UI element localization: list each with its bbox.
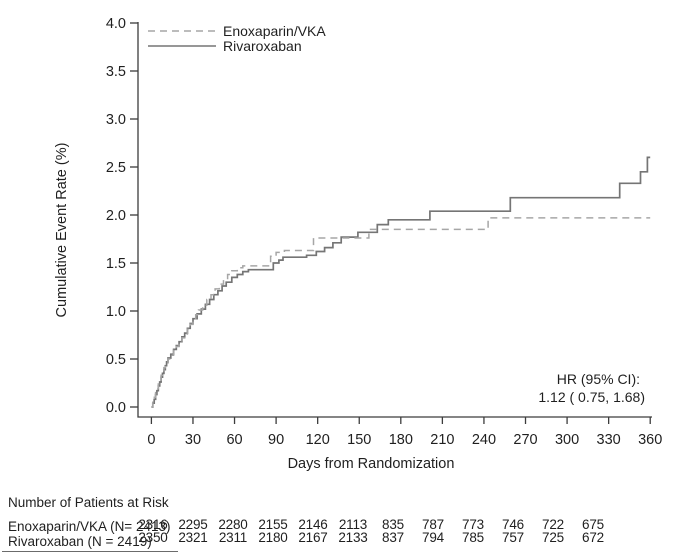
risk-value: 835 [382, 517, 404, 532]
risk-value: 2155 [258, 517, 287, 532]
hr-annotation-line1: HR (95% CI): [557, 371, 640, 387]
risk-value: 746 [502, 517, 524, 532]
y-axis-title: Cumulative Event Rate (%) [54, 143, 70, 318]
x-tick-label: 180 [389, 432, 413, 448]
risk-table-title: Number of Patients at Risk [8, 495, 169, 510]
x-tick-label: 0 [147, 432, 155, 448]
x-tick-label: 240 [472, 432, 496, 448]
x-tick-label: 120 [306, 432, 330, 448]
y-tick-label: 2.0 [106, 208, 126, 224]
risk-value: 2146 [298, 517, 327, 532]
risk-value: 672 [582, 530, 604, 545]
risk-value: 2180 [258, 530, 287, 545]
risk-value: 2133 [338, 530, 367, 545]
x-tick-label: 330 [597, 432, 621, 448]
risk-value: 785 [462, 530, 484, 545]
y-tick-label: 0.5 [106, 352, 126, 368]
y-tick-label: 3.5 [106, 64, 126, 80]
x-tick-label: 60 [226, 432, 242, 448]
risk-value: 757 [502, 530, 524, 545]
risk-value: 787 [422, 517, 444, 532]
y-tick-label: 1.5 [106, 256, 126, 272]
risk-value: 2167 [298, 530, 327, 545]
hr-annotation-line2: 1.12 ( 0.75, 1.68) [538, 389, 645, 405]
risk-value: 725 [542, 530, 564, 545]
curve-rivaroxaban [151, 156, 651, 408]
y-tick-label: 4.0 [106, 16, 126, 32]
x-tick-label: 300 [555, 432, 579, 448]
risk-value: 722 [542, 517, 564, 532]
survival-curves [151, 156, 651, 408]
risk-value: 794 [422, 530, 445, 545]
risk-value: 2280 [218, 517, 247, 532]
risk-row-label-rivaroxaban: Rivaroxaban (N = 2419) [8, 534, 152, 549]
risk-value: 773 [462, 517, 484, 532]
x-tick-label: 210 [430, 432, 454, 448]
legend-label-rivaroxaban: Rivaroxaban [223, 38, 302, 54]
risk-value: 2113 [339, 517, 367, 532]
legend: Enoxaparin/VKA Rivaroxaban [148, 23, 326, 54]
x-tick-label: 90 [268, 432, 284, 448]
risk-value: 2321 [178, 530, 207, 545]
risk-value: 2295 [178, 517, 207, 532]
y-tick-label: 1.0 [106, 304, 126, 320]
axis-lines [137, 22, 652, 418]
y-tick-label: 3.0 [106, 112, 126, 128]
x-tick-label: 150 [347, 432, 371, 448]
risk-row-label-enoxaparin: Enoxaparin/VKA (N= 2413) [8, 519, 170, 534]
x-tick-label: 270 [513, 432, 537, 448]
y-tick-label: 2.5 [106, 160, 126, 176]
legend-label-enoxaparin: Enoxaparin/VKA [223, 23, 326, 39]
risk-value: 2350 [138, 530, 167, 545]
y-tick-label: 0.0 [106, 400, 126, 416]
risk-value: 675 [582, 517, 604, 532]
axes: 0.0 0.5 1.0 1.5 2.0 2.5 3.0 3.5 4.0 0 30 60 90 120 150… [106, 16, 662, 448]
risk-value: 2311 [219, 530, 247, 545]
x-axis-title: Days from Randomization [288, 456, 455, 472]
x-tick-label: 360 [638, 432, 662, 448]
risk-value: 2316 [138, 517, 167, 532]
risk-value: 837 [382, 530, 404, 545]
risk-table-values: 2316 2295 2280 2155 2146 2113 835 787 773 746 722 6… [138, 517, 604, 545]
x-tick-label: 30 [185, 432, 201, 448]
curve-enoxaparin-vka [151, 217, 651, 408]
